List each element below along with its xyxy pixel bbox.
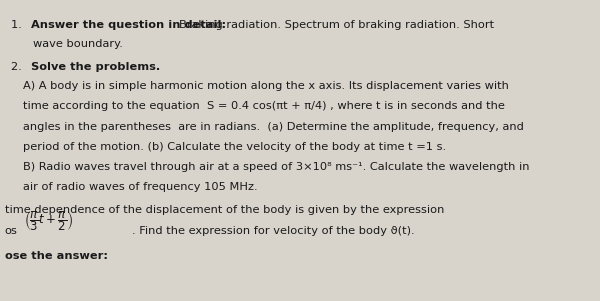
Text: Braking radiation. Spectrum of braking radiation. Short: Braking radiation. Spectrum of braking r…: [179, 20, 494, 29]
Text: wave boundary.: wave boundary.: [33, 39, 123, 48]
Text: ose the answer:: ose the answer:: [5, 251, 108, 261]
Text: Solve the problems.: Solve the problems.: [31, 62, 160, 72]
Text: os: os: [5, 226, 17, 236]
Text: air of radio waves of frequency 105 MHz.: air of radio waves of frequency 105 MHz.: [23, 182, 257, 192]
Text: 2.: 2.: [11, 62, 29, 72]
Text: angles in the parentheses  are in radians.  (a) Determine the amplitude, frequen: angles in the parentheses are in radians…: [23, 122, 524, 132]
Text: $\left(\dfrac{\pi}{3}t+\dfrac{\pi}{2}\right)$: $\left(\dfrac{\pi}{3}t+\dfrac{\pi}{2}\ri…: [24, 209, 74, 233]
Text: time according to the equation  S = 0.4 cos(πt + π/4) , where t is in seconds an: time according to the equation S = 0.4 c…: [23, 101, 505, 111]
Text: B) Radio waves travel through air at a speed of 3×10⁸ ms⁻¹. Calculate the wavele: B) Radio waves travel through air at a s…: [23, 162, 529, 172]
Text: time dependence of the displacement of the body is given by the expression: time dependence of the displacement of t…: [5, 205, 444, 215]
Text: period of the motion. (b) Calculate the velocity of the body at time t =1 s.: period of the motion. (b) Calculate the …: [23, 142, 446, 152]
Text: Answer the question in detail:: Answer the question in detail:: [31, 20, 226, 29]
Text: A) A body is in simple harmonic motion along the x axis. Its displacement varies: A) A body is in simple harmonic motion a…: [23, 81, 509, 91]
Text: 1.: 1.: [11, 20, 29, 29]
Text: . Find the expression for velocity of the body ϑ(t).: . Find the expression for velocity of th…: [132, 226, 415, 236]
